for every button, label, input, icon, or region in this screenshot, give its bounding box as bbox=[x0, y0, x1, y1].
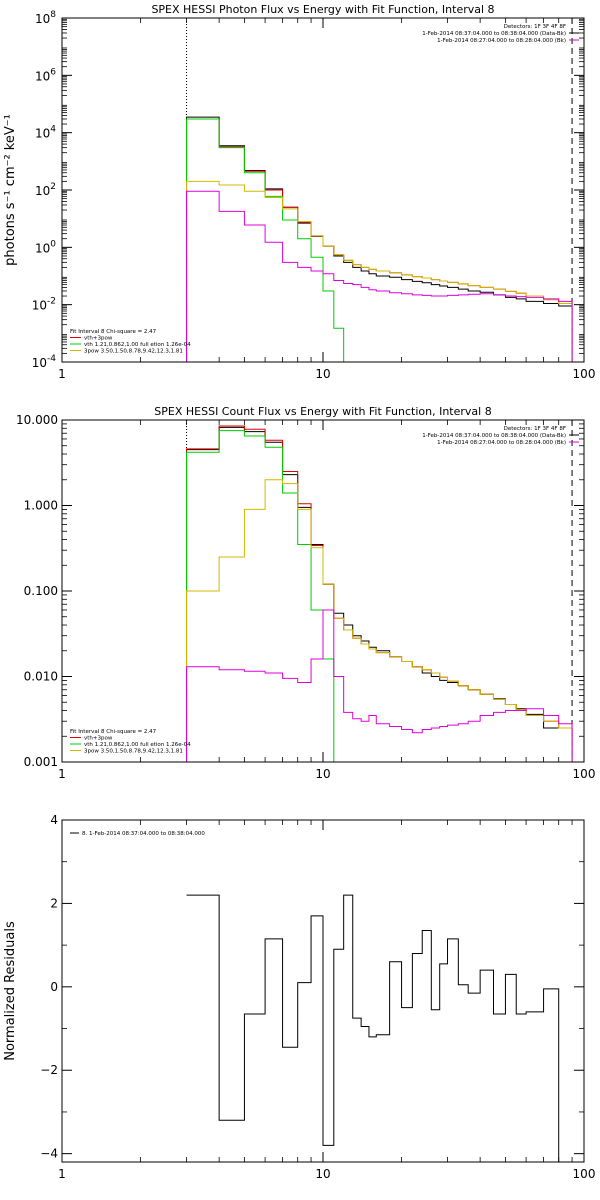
series-3pow bbox=[186, 479, 573, 762]
series-group bbox=[186, 425, 573, 762]
y-tick-base: 10 bbox=[35, 127, 50, 141]
y-tick-exponent: -2 bbox=[47, 297, 56, 307]
y-tick-label: 2 bbox=[50, 896, 58, 910]
legend-entry: 1-Feb-2014 08:37:04.000 to 08:38:04.000 … bbox=[422, 433, 566, 439]
y-tick-base: 10 bbox=[35, 184, 50, 198]
y-tick-label: 10-2 bbox=[32, 297, 56, 313]
y-tick-label: 1.000 bbox=[24, 499, 58, 513]
series-vth bbox=[186, 430, 353, 762]
y-tick-exponent: 6 bbox=[50, 67, 56, 77]
x-tick-label: 100 bbox=[573, 367, 596, 381]
series-vth-3pow bbox=[186, 425, 573, 762]
legend-entry: vth 1.21,0.862,1.00 full etion 1.26e-04 bbox=[84, 342, 191, 348]
y-tick-label: 0.010 bbox=[24, 670, 58, 684]
x-tick-label: 100 bbox=[573, 767, 596, 781]
x-tick-label: 10 bbox=[315, 1167, 330, 1181]
legend-entry: 3pow 3.50,1.50,8.78,9.42,12.3,1.81 bbox=[84, 349, 183, 355]
legend-entry: Fit Interval 8 Chi-square = 2.47 bbox=[70, 329, 157, 335]
series-vth bbox=[186, 118, 353, 362]
y-tick-exponent: 0 bbox=[50, 239, 56, 249]
y-tick-label: 102 bbox=[35, 182, 56, 198]
plot-frame bbox=[61, 819, 585, 1163]
x-tick-label: 1 bbox=[58, 1167, 66, 1181]
y-tick-label: 10-4 bbox=[32, 354, 57, 370]
y-tick-label: 108 bbox=[35, 10, 56, 26]
series-data-bk bbox=[186, 426, 573, 762]
series-group bbox=[186, 116, 573, 362]
y-tick-label: 104 bbox=[35, 125, 56, 141]
series-residuals bbox=[186, 894, 573, 1162]
y-tick-exponent: -4 bbox=[47, 354, 56, 364]
y-tick-label: 0.100 bbox=[24, 584, 58, 598]
y-axis-label: Normalized Residuals bbox=[3, 921, 18, 1061]
chart-panel-0: SPEX HESSI Photon Flux vs Energy with Fi… bbox=[3, 3, 595, 381]
y-tick-label: 4 bbox=[50, 813, 58, 827]
legend-entry: vth+3pow bbox=[84, 336, 113, 342]
y-tick-label: 106 bbox=[35, 67, 56, 83]
x-tick-label: 10 bbox=[315, 767, 330, 781]
y-tick-label: −2 bbox=[40, 1063, 58, 1077]
series-3pow bbox=[186, 180, 573, 362]
y-tick-exponent: 4 bbox=[50, 125, 56, 135]
legend-entry: Fit Interval 8 Chi-square = 2.47 bbox=[70, 729, 157, 735]
legend-entry: Detectors: 1F 3F 4F 8F bbox=[504, 426, 566, 432]
legend-entry: 1-Feb-2014 08:27:04.000 to 08:28:04.000 … bbox=[437, 38, 566, 44]
x-tick-label: 10 bbox=[315, 367, 330, 381]
y-tick-label: 100 bbox=[35, 239, 56, 255]
legend-entry: 1-Feb-2014 08:27:04.000 to 08:28:04.000 … bbox=[437, 440, 566, 446]
series-bk bbox=[186, 190, 573, 362]
y-axis-label: photons s⁻¹ cm⁻² keV⁻¹ bbox=[3, 114, 18, 266]
legend-entry: Detectors: 1F 3F 4F 8F bbox=[504, 24, 566, 30]
series-bk bbox=[186, 609, 573, 762]
y-tick-exponent: 2 bbox=[50, 182, 56, 192]
y-tick-label: 0 bbox=[50, 980, 58, 994]
chart-panel-2: Normalized Residuals 1 10 100 −4 −2 0 2 4 8. 1-Fe… bbox=[3, 813, 595, 1181]
plot-frame bbox=[61, 17, 585, 363]
y-tick-base: 10 bbox=[35, 241, 50, 255]
chart-title: SPEX HESSI Photon Flux vs Energy with Fi… bbox=[151, 3, 494, 16]
chart-panel-1: SPEX HESSI Count Flux vs Energy with Fit… bbox=[16, 405, 595, 781]
legend-entry: 1-Feb-2014 08:37:04.000 to 08:38:04.000 … bbox=[422, 31, 566, 37]
y-tick-exponent: 8 bbox=[50, 10, 56, 20]
y-tick-base: 10 bbox=[35, 69, 50, 83]
y-tick-label: 10.000 bbox=[16, 413, 58, 427]
y-tick-label: 0.001 bbox=[24, 755, 58, 769]
y-tick-base: 10 bbox=[32, 356, 47, 370]
x-tick-label: 1 bbox=[58, 767, 66, 781]
y-tick-base: 10 bbox=[32, 299, 47, 313]
legend-entry: vth 1.21,0.862,1.00 full etion 1.26e-04 bbox=[84, 742, 191, 748]
plot-frame bbox=[61, 419, 585, 763]
y-tick-base: 10 bbox=[35, 12, 50, 26]
series-group bbox=[186, 894, 573, 1162]
chart-title: SPEX HESSI Count Flux vs Energy with Fit… bbox=[154, 405, 491, 418]
legend-entry: vth+3pow bbox=[84, 736, 113, 742]
y-tick-label: −4 bbox=[40, 1147, 58, 1161]
legend-entry: 8. 1-Feb-2014 08:37:04.000 to 08:38:04.0… bbox=[82, 831, 205, 837]
legend-entry: 3pow 3.50,1.50,8.78,9.42,12.3,1.81 bbox=[84, 749, 183, 755]
x-tick-label: 100 bbox=[573, 1167, 596, 1181]
x-tick-label: 1 bbox=[58, 367, 66, 381]
